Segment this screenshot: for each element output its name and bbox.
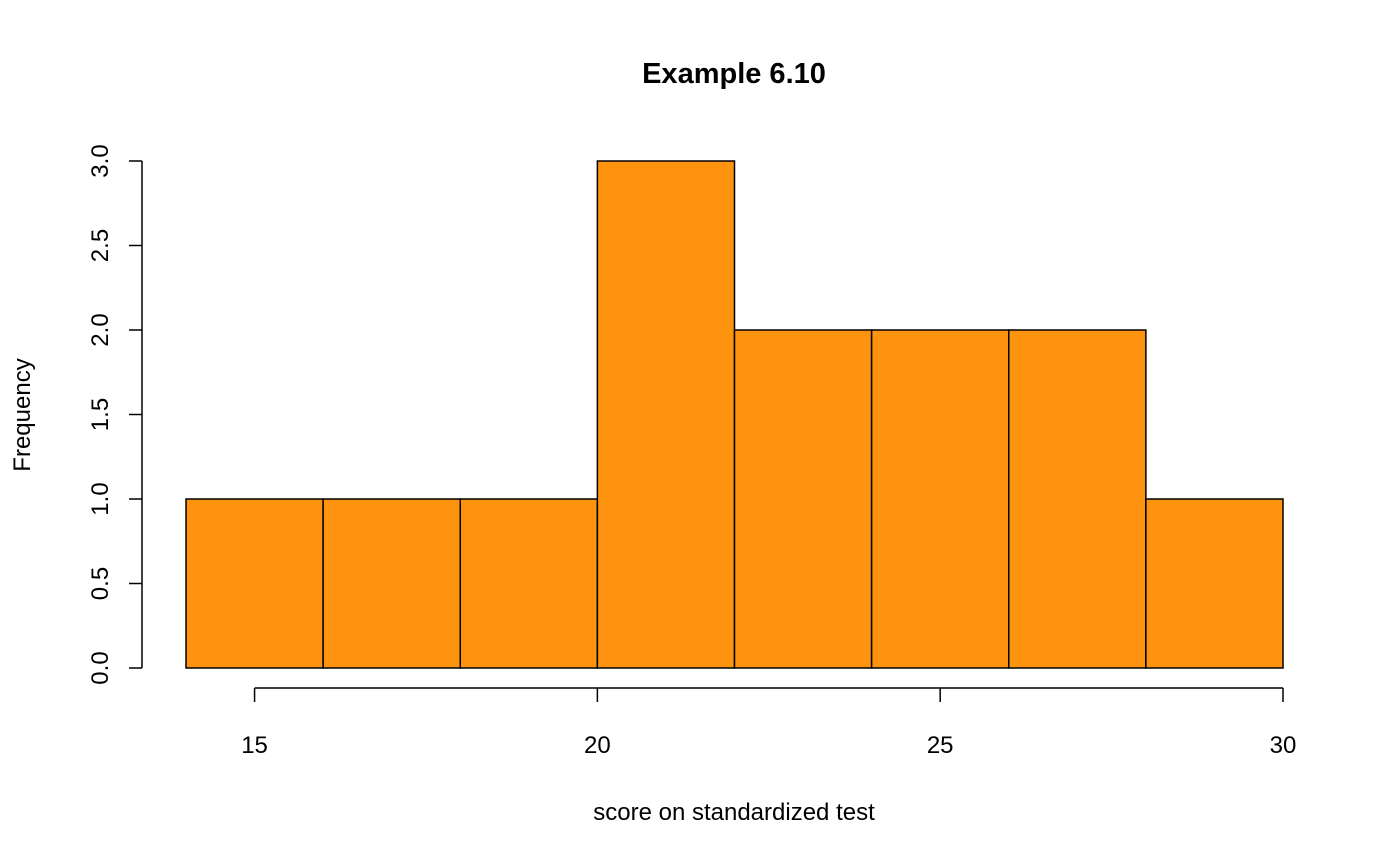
histogram-bar — [733, 329, 873, 669]
x-tick-label: 15 — [241, 732, 268, 759]
histogram-bar — [596, 160, 736, 669]
x-axis-label: score on standardized test — [593, 799, 875, 826]
x-tick-label: 30 — [1270, 732, 1297, 759]
x-axis: 15 20 25 30 — [241, 687, 1297, 759]
bars-group — [185, 160, 1284, 669]
y-tick-label: 1.0 — [87, 482, 114, 515]
x-tick-label: 20 — [584, 732, 611, 759]
histogram-bar — [322, 498, 461, 669]
y-tick-label: 3.0 — [87, 144, 114, 177]
y-axis-label: Frequency — [9, 358, 36, 471]
histogram-bar — [870, 329, 1010, 669]
chart-title: Example 6.10 — [642, 58, 826, 90]
histogram-bar — [1008, 329, 1147, 669]
histogram-bar — [185, 498, 324, 669]
histogram-bar — [459, 498, 599, 669]
y-tick-label: 2.5 — [87, 229, 114, 262]
y-tick-label: 2.0 — [87, 313, 114, 346]
y-tick-label: 0.5 — [87, 567, 114, 600]
y-tick-label: 0.0 — [87, 651, 114, 684]
y-tick-label: 1.5 — [87, 398, 114, 431]
x-tick-label: 25 — [927, 732, 954, 759]
histogram-bar — [1145, 498, 1284, 669]
y-axis: 0.0 0.5 1.0 1.5 2.0 2.5 3.0 — [87, 144, 143, 685]
